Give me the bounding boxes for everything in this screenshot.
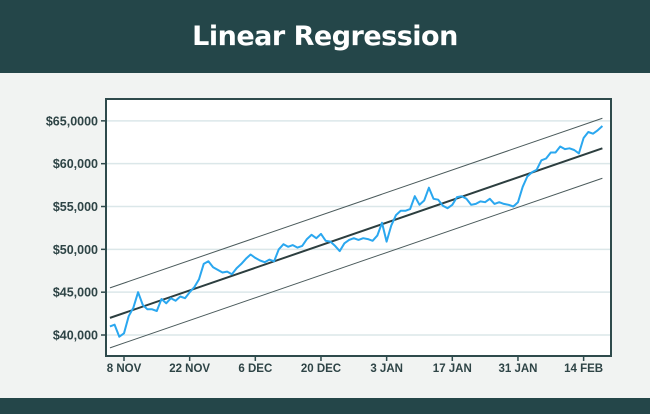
x-tick-label: 8 NOV bbox=[107, 363, 142, 375]
upper-band-line bbox=[109, 117, 603, 289]
y-tick-label: $45,000 bbox=[53, 286, 98, 300]
y-tick-label: $60,000 bbox=[53, 157, 98, 171]
y-tick-label: $55,000 bbox=[53, 200, 98, 214]
x-tick-label: 20 DEC bbox=[301, 363, 341, 375]
x-tick-label: 22 NOV bbox=[169, 363, 210, 375]
chart-title: Linear Regression bbox=[192, 21, 458, 52]
plot-frame bbox=[105, 98, 612, 357]
header-bar: Linear Regression bbox=[0, 0, 650, 73]
x-tick-label: 17 JAN bbox=[433, 363, 472, 375]
x-tick-label: 6 DEC bbox=[238, 363, 272, 375]
y-tick-label: $50,000 bbox=[53, 243, 98, 257]
x-tick-label: 31 JAN bbox=[498, 363, 537, 375]
y-tick-label: $40,000 bbox=[53, 329, 98, 343]
x-tick-label: 3 JAN bbox=[370, 363, 403, 375]
footer-bar bbox=[0, 398, 650, 414]
lower-band-line bbox=[109, 177, 603, 349]
y-tick-label: $65,0000 bbox=[46, 114, 98, 128]
x-tick-label: 14 FEB bbox=[564, 363, 603, 375]
plot-area bbox=[106, 99, 611, 356]
price-line bbox=[109, 125, 604, 338]
